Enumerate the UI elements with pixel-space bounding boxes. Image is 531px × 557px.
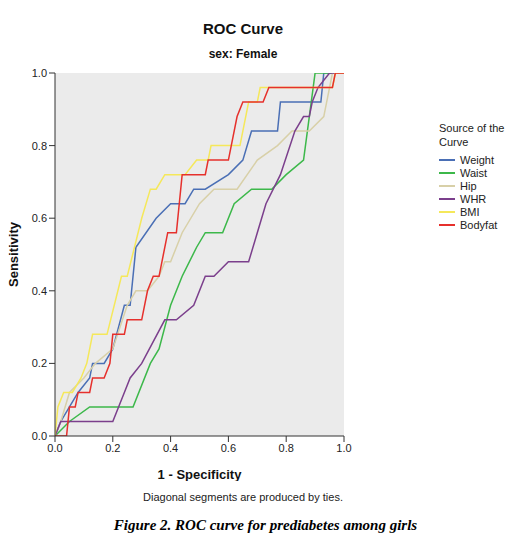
html-text:Source of the Curve: Source of the Curve [439,122,505,148]
svg-text:0.8: 0.8 [32,140,47,152]
html-text:Weight: Weight [460,153,494,166]
html-text:sex: Female: sex: Female [208,47,278,61]
svg-text:1.0: 1.0 [336,442,351,454]
html-text:Hip: Hip [460,179,477,192]
html-text:WHR: WHR [460,192,487,205]
svg-text:1.0: 1.0 [32,67,47,79]
html-text:Diagonal segments are produced: Diagonal segments are produced by ties. [143,491,343,503]
html-text:Bodyfat: Bodyfat [460,218,498,231]
svg-text:0.0: 0.0 [47,442,62,454]
svg-text:1 - Specificity: 1 - Specificity [158,467,243,481]
svg-text:0.6: 0.6 [221,442,236,454]
svg-text:0.4: 0.4 [163,442,178,454]
svg-text:0.0: 0.0 [32,430,47,442]
svg-text:0.2: 0.2 [105,442,120,454]
svg-text:0.6: 0.6 [32,212,47,224]
svg-text:0.2: 0.2 [32,357,47,369]
html-text:ROC Curve: ROC Curve [203,20,283,37]
svg-text:0.8: 0.8 [279,442,294,454]
svg-text:Sensitivity: Sensitivity [8,221,21,287]
svg-text:0.4: 0.4 [32,285,47,297]
html-text:BMI: BMI [460,205,480,218]
html-text:Figure 2. ROC curve for predia: Figure 2. ROC curve for prediabetes amon… [113,517,418,533]
html-text:Waist: Waist [460,166,488,179]
